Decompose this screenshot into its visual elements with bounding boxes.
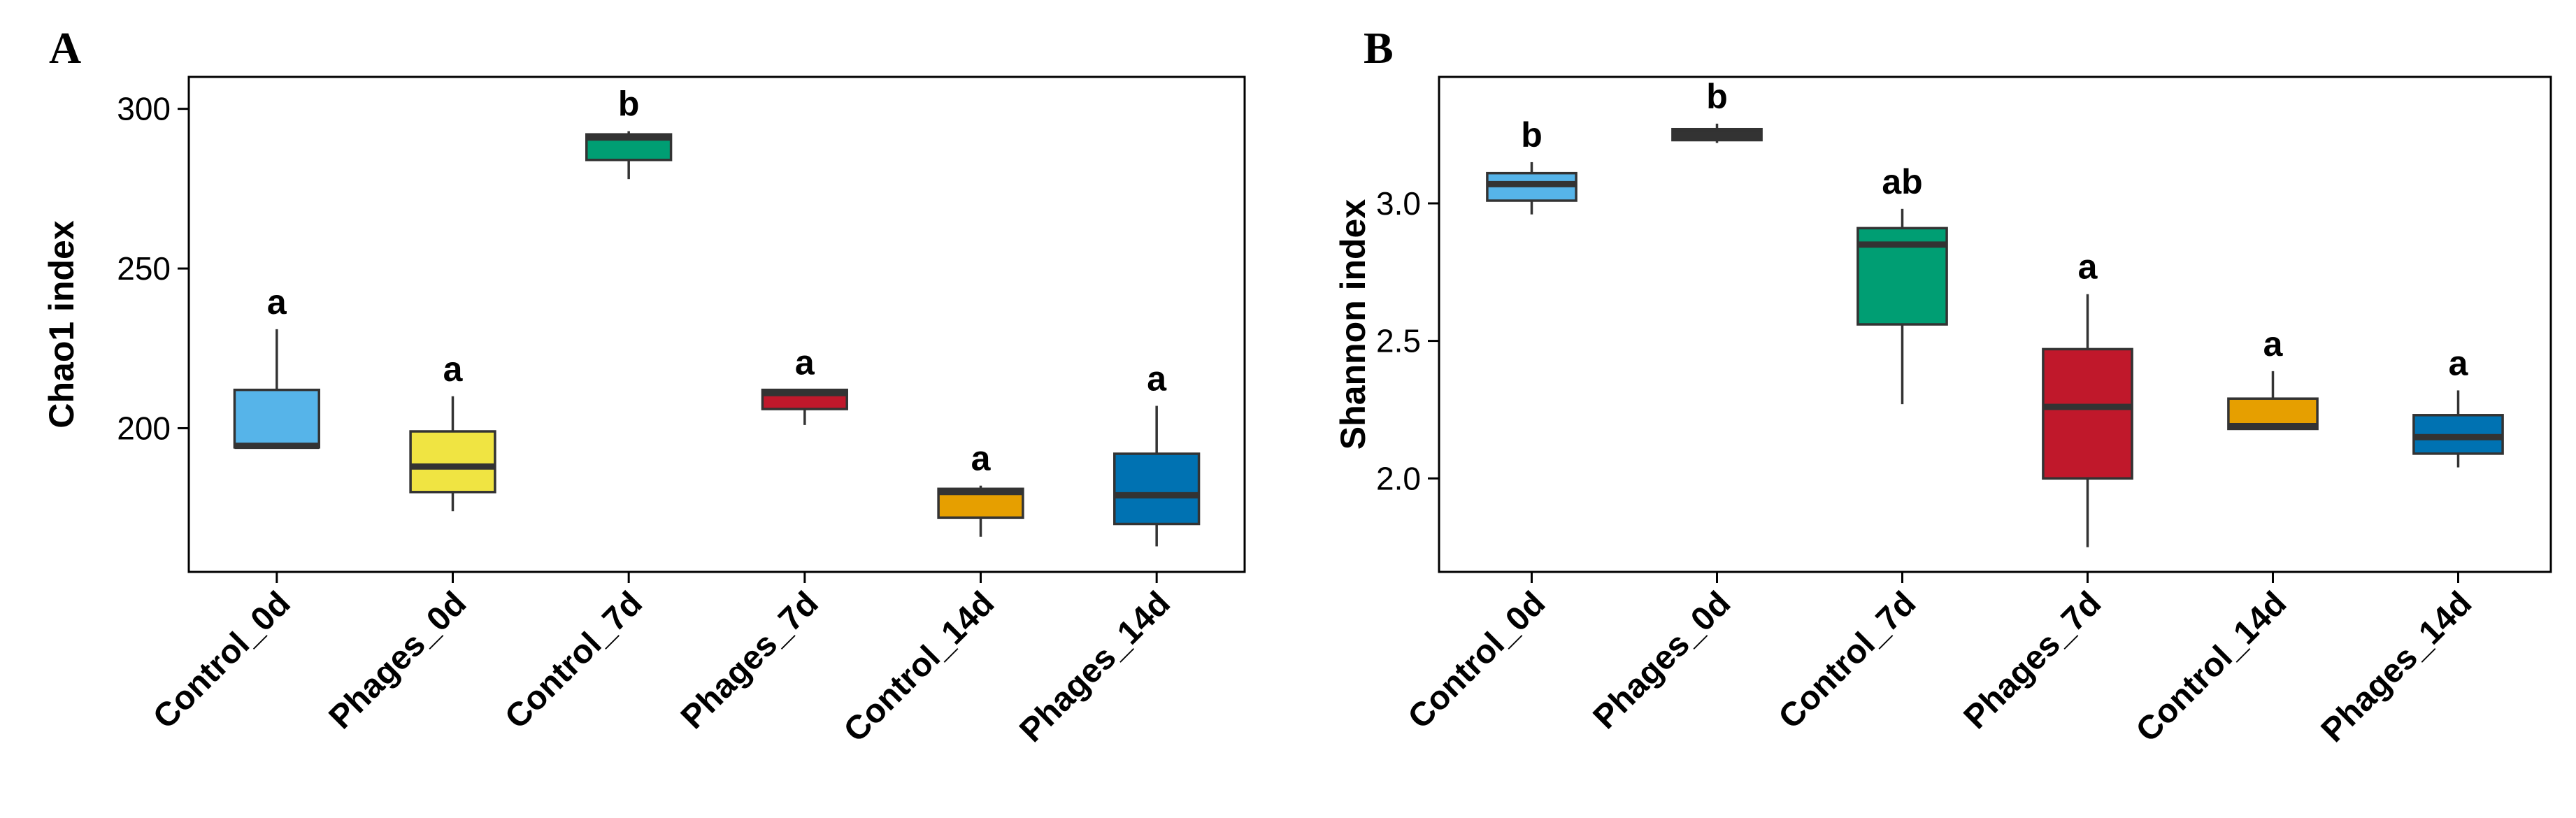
significance-label: a	[971, 439, 992, 478]
plot-frame	[1438, 76, 2552, 573]
y-axis-title: Shannon index	[1333, 199, 1373, 450]
x-tick-label: Phages_0d	[1587, 584, 1738, 736]
box-body	[233, 388, 320, 449]
x-tick-label: Phages_14d	[1012, 584, 1178, 749]
significance-label: a	[443, 350, 464, 389]
box-control-7d: ab	[1856, 162, 1948, 405]
significance-label: b	[1521, 115, 1543, 155]
significance-label: a	[267, 282, 287, 322]
significance-label: a	[2449, 343, 2469, 382]
box-control-14d: a	[2227, 324, 2319, 431]
y-tick-label: 300	[117, 91, 171, 127]
x-tick-label: Control_7d	[498, 584, 650, 736]
panel-letter: A	[49, 23, 81, 73]
x-tick-label: Control_14d	[837, 584, 1001, 749]
box-phages-0d: b	[1671, 77, 1763, 143]
box-phages-0d: a	[409, 350, 496, 512]
box-phages-7d: a	[2042, 247, 2133, 547]
significance-label: a	[2263, 324, 2284, 364]
y-tick-label: 200	[117, 410, 171, 446]
y-tick-label: 2.0	[1376, 460, 1421, 496]
y-axis-title: Chao1 index	[42, 220, 81, 428]
panel-letter: B	[1364, 23, 1394, 73]
significance-label: ab	[1882, 162, 1922, 201]
y-tick-label: 250	[117, 250, 171, 287]
significance-label: a	[2078, 247, 2098, 287]
x-tick-label: Control_14d	[2129, 584, 2294, 749]
x-tick-label: Phages_14d	[2314, 584, 2480, 749]
box-phages-7d: a	[761, 343, 848, 425]
box-control-14d: a	[937, 439, 1024, 537]
significance-label: b	[618, 85, 640, 124]
x-tick-label: Control_0d	[1401, 584, 1553, 736]
box-body	[1113, 452, 1201, 526]
y-tick-label: 3.0	[1376, 185, 1421, 222]
x-tick-label: Phages_7d	[1957, 584, 2109, 736]
box-phages-14d: a	[2412, 343, 2504, 468]
box-control-0d: a	[233, 282, 320, 450]
box-phages-14d: a	[1113, 359, 1201, 547]
box-control-0d: b	[1486, 115, 1577, 215]
x-tick-label: Control_7d	[1772, 584, 1924, 736]
x-tick-label: Control_0d	[146, 584, 298, 736]
significance-label: b	[1706, 77, 1728, 116]
box-body	[2042, 347, 2133, 480]
x-tick-label: Phages_0d	[322, 584, 474, 736]
plot-frame	[187, 76, 1246, 573]
significance-label: a	[795, 343, 815, 382]
y-tick-label: 2.5	[1376, 323, 1421, 359]
box-control-7d: b	[585, 85, 673, 180]
x-tick-label: Phages_7d	[674, 584, 826, 736]
significance-label: a	[1147, 359, 1167, 398]
box-body	[409, 430, 496, 494]
